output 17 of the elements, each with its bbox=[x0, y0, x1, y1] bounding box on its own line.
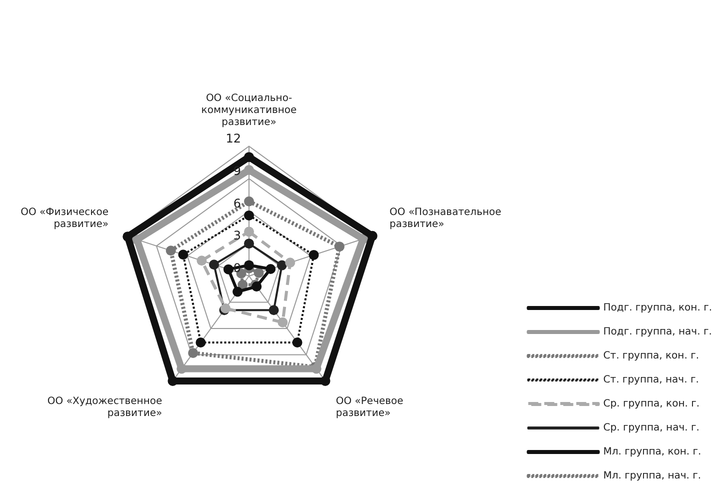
text: Ст. группа, кон. г. bbox=[603, 350, 700, 362]
y-tick-label: 3 bbox=[233, 228, 241, 243]
spoke-label: ОО «Речевое развитие» bbox=[336, 396, 404, 420]
text: Ср. группа, нач. г. bbox=[603, 422, 700, 434]
spoke-label: ОО «Физическое развитие» bbox=[20, 206, 108, 230]
y-tick-label: 0 bbox=[233, 261, 241, 276]
text: Подг. группа, кон. г. bbox=[603, 302, 712, 314]
spoke-label: ОО «Познавательное развитие» bbox=[390, 206, 502, 230]
y-tick-label: 6 bbox=[233, 196, 241, 210]
spoke-label: ОО «Художественное развитие» bbox=[47, 396, 162, 420]
text: Мл. группа, нач. г. bbox=[603, 470, 702, 482]
text: Ст. группа, нач. г. bbox=[603, 374, 699, 386]
y-tick-label: 12 bbox=[226, 131, 241, 146]
spoke-label: ОО «Социально- коммуникативное развитие» bbox=[201, 92, 297, 128]
text: Мл. группа, кон. г. bbox=[603, 446, 702, 458]
text: Подг. группа, нач. г. bbox=[603, 326, 712, 338]
text: Ср. группа, кон. г. bbox=[603, 398, 700, 410]
